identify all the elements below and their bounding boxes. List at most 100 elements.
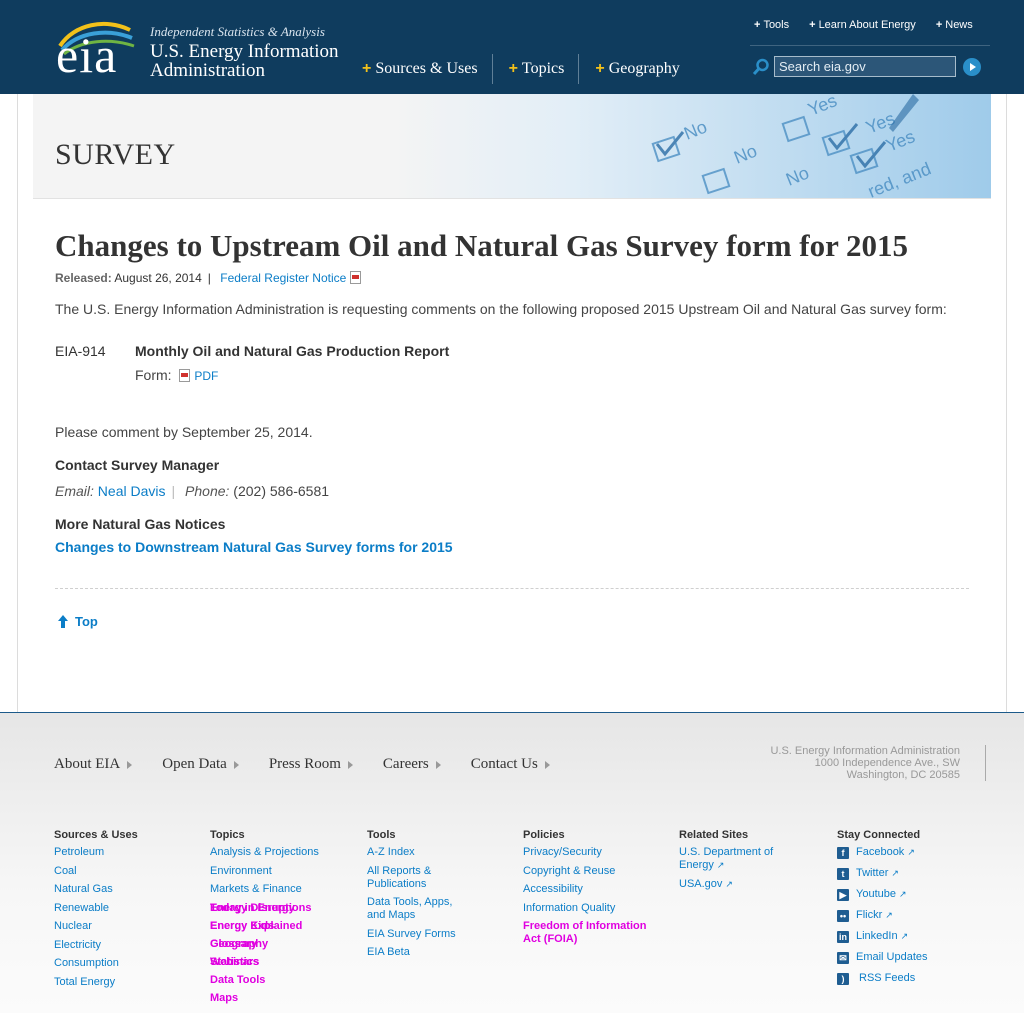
main-nav: + Sources & Uses + Topics + Geography [360, 54, 708, 84]
divider [750, 45, 990, 46]
footer-link[interactable]: Energy Explained [210, 919, 303, 932]
footer-about-link[interactable]: About EIA [54, 756, 133, 773]
footer-open-data-link[interactable]: Open Data [162, 756, 239, 773]
back-to-top-link[interactable]: Top [58, 614, 98, 629]
facebook-icon: f [837, 846, 849, 859]
top-label: Top [75, 614, 98, 629]
footer-nav: About EIA Open Data Press Room Careers C… [54, 756, 580, 773]
footer-link[interactable]: Renewable [54, 901, 110, 914]
link-label: RSS Feeds [859, 972, 916, 984]
form-pdf-link[interactable]: PDF [194, 369, 219, 383]
phone-label: Phone: [185, 483, 230, 499]
arrow-up-icon [58, 615, 68, 628]
divider [55, 588, 969, 589]
footer-link[interactable]: Today in Energy [210, 901, 295, 914]
footer-link[interactable]: Energy Kids [210, 919, 275, 932]
footer-link[interactable]: Information Quality [523, 901, 616, 914]
tools-link[interactable]: + Tools [754, 19, 789, 31]
email-icon: ✉ [837, 951, 849, 964]
footer-link[interactable]: Geography [210, 937, 269, 950]
footer-link[interactable]: USA.gov ↗ [679, 878, 789, 891]
rss-feeds-link[interactable]: ) RSS Feeds [837, 972, 977, 985]
news-link[interactable]: + News [936, 19, 973, 31]
footer-link[interactable]: Privacy/Security [523, 846, 602, 858]
contact-email-link[interactable]: Neal Davis [97, 483, 166, 499]
footer-link[interactable]: Markets & Finance [210, 883, 302, 895]
footer-link[interactable]: Energy Disruptions [210, 901, 312, 914]
contact-info: Email: Neal Davis | Phone: (202) 586-6581 [55, 483, 329, 499]
caret-right-icon [435, 760, 441, 769]
footer-link[interactable]: Copyright & Reuse [523, 864, 616, 877]
footer-link[interactable]: Environment [210, 864, 272, 877]
footer-link[interactable]: Glossary [210, 937, 258, 950]
federal-register-link[interactable]: Federal Register Notice [220, 271, 347, 285]
foia-link[interactable]: Freedom of Information Act (FOIA) [523, 920, 647, 945]
youtube-link[interactable]: ▶ Youtube ↗ [837, 888, 977, 901]
footer-contact-link[interactable]: Contact Us [471, 756, 550, 773]
col-heading: Tools [367, 829, 396, 841]
col-heading: Policies [523, 829, 565, 841]
twitter-link[interactable]: t Twitter ↗ [837, 867, 977, 880]
downstream-notice-link[interactable]: Changes to Downstream Natural Gas Survey… [55, 539, 453, 555]
footer-link[interactable]: Accessibility [523, 883, 583, 895]
caret-right-icon [127, 760, 133, 769]
footer-link[interactable]: All Reports & Publications [367, 864, 432, 890]
overlapping-links: Statistics Webinars [210, 956, 350, 974]
external-link-icon: ↗ [907, 847, 915, 857]
search-input[interactable] [774, 56, 956, 77]
address-line: U.S. Energy Information Administration [770, 745, 960, 757]
linkedin-link[interactable]: in LinkedIn ↗ [837, 930, 977, 943]
rss-icon: ) [837, 972, 849, 985]
facebook-link[interactable]: f Facebook ↗ [837, 846, 977, 859]
footer-link[interactable]: Analysis & Projections [210, 846, 319, 858]
footer-link[interactable]: Natural Gas [54, 883, 113, 895]
released-label: Released: [55, 271, 112, 285]
footer-link[interactable]: A-Z Index [367, 846, 415, 858]
footer-link[interactable]: Total Energy [54, 975, 116, 988]
overlapping-links: Energy Explained Energy Kids [210, 920, 350, 938]
footer-link[interactable]: EIA Beta [367, 946, 410, 958]
eia-logo-icon[interactable] [54, 18, 136, 80]
footer-link[interactable]: Statistics [210, 955, 259, 968]
postal-address: U.S. Energy Information Administration 1… [770, 745, 960, 781]
learn-about-energy-link[interactable]: + Learn About Energy [809, 19, 916, 31]
footer-link[interactable]: Petroleum [54, 846, 105, 858]
overlapping-links: Geography Glossary [210, 938, 350, 956]
external-link-icon: ↗ [900, 931, 909, 941]
footer-link[interactable]: Consumption [54, 957, 119, 969]
email-updates-link[interactable]: ✉ Email Updates [837, 951, 977, 964]
flickr-link[interactable]: •• Flickr ↗ [837, 909, 977, 922]
learn-label: Learn About Energy [818, 19, 916, 31]
caret-right-icon [233, 760, 239, 769]
logo-wordmark[interactable]: eia [56, 27, 118, 83]
link-label: LinkedIn [856, 930, 898, 942]
release-meta: Released: August 26, 2014 | Federal Regis… [55, 271, 362, 285]
divider [985, 745, 986, 781]
form-code: EIA-914 [55, 343, 106, 359]
footer-link[interactable]: EIA Survey Forms [367, 927, 456, 940]
footer-link[interactable]: Maps [210, 991, 239, 1004]
nav-label: Topics [521, 60, 565, 77]
link-label: Flickr [856, 909, 883, 921]
footer-col-related: Related Sites U.S. Department of Energy ↗… [679, 829, 789, 896]
email-label: Email: [55, 483, 94, 499]
footer-link[interactable]: U.S. Department of Energy ↗ [679, 846, 789, 872]
footer-link[interactable]: Coal [54, 864, 77, 877]
nav-sources-uses[interactable]: + Sources & Uses [360, 54, 493, 84]
form-title: Monthly Oil and Natural Gas Production R… [135, 343, 450, 359]
nav-topics[interactable]: + Topics [507, 54, 580, 84]
footer-col-social: Stay Connected f Facebook ↗ t Twitter ↗ ▶ You… [837, 829, 977, 993]
footer-nav-label: About EIA [54, 756, 121, 772]
footer-link[interactable]: Nuclear [54, 920, 92, 932]
footer-press-room-link[interactable]: Press Room [269, 756, 353, 773]
footer-link[interactable]: Electricity [54, 938, 102, 951]
footer-link[interactable]: Webinars [210, 955, 260, 968]
search-submit-button[interactable] [963, 58, 981, 76]
org-name[interactable]: U.S. Energy Information Administration [150, 42, 339, 80]
form-row: Form: PDF [135, 367, 218, 383]
footer-careers-link[interactable]: Careers [383, 756, 441, 773]
nav-geography[interactable]: + Geography [593, 54, 693, 84]
footer-nav-label: Open Data [162, 756, 227, 772]
footer-link[interactable]: Data Tools, Apps, and Maps [367, 896, 453, 921]
footer-link[interactable]: Data Tools [210, 973, 266, 986]
